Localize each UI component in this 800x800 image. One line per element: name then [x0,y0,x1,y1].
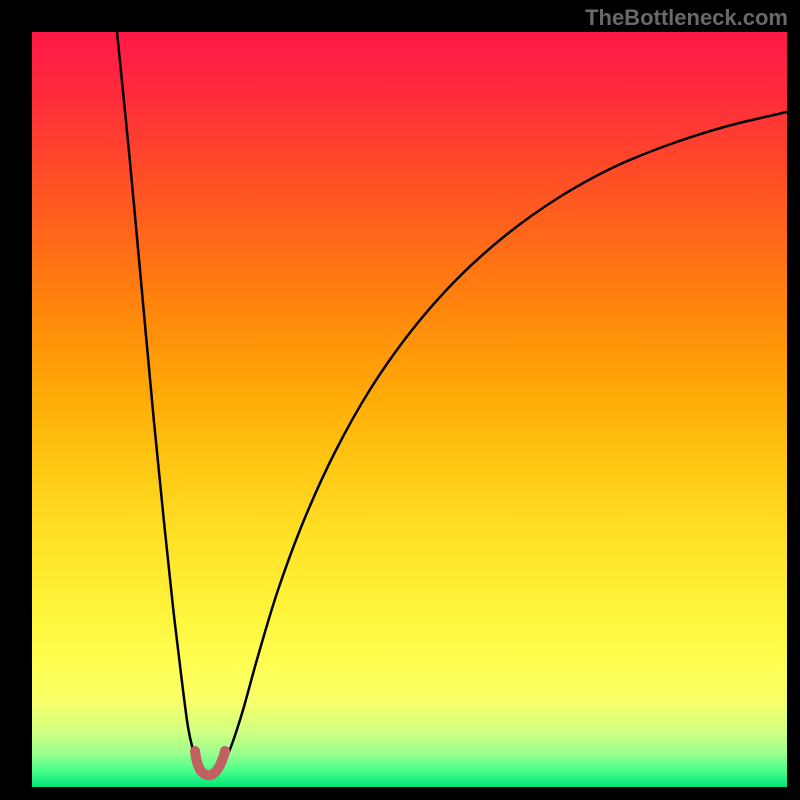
curve-layer [32,32,787,787]
cusp-marker [195,751,225,775]
watermark-text: TheBottleneck.com [585,5,788,31]
bottleneck-curve [117,32,787,775]
figure-canvas: TheBottleneck.com [0,0,800,800]
plot-area [32,32,787,787]
